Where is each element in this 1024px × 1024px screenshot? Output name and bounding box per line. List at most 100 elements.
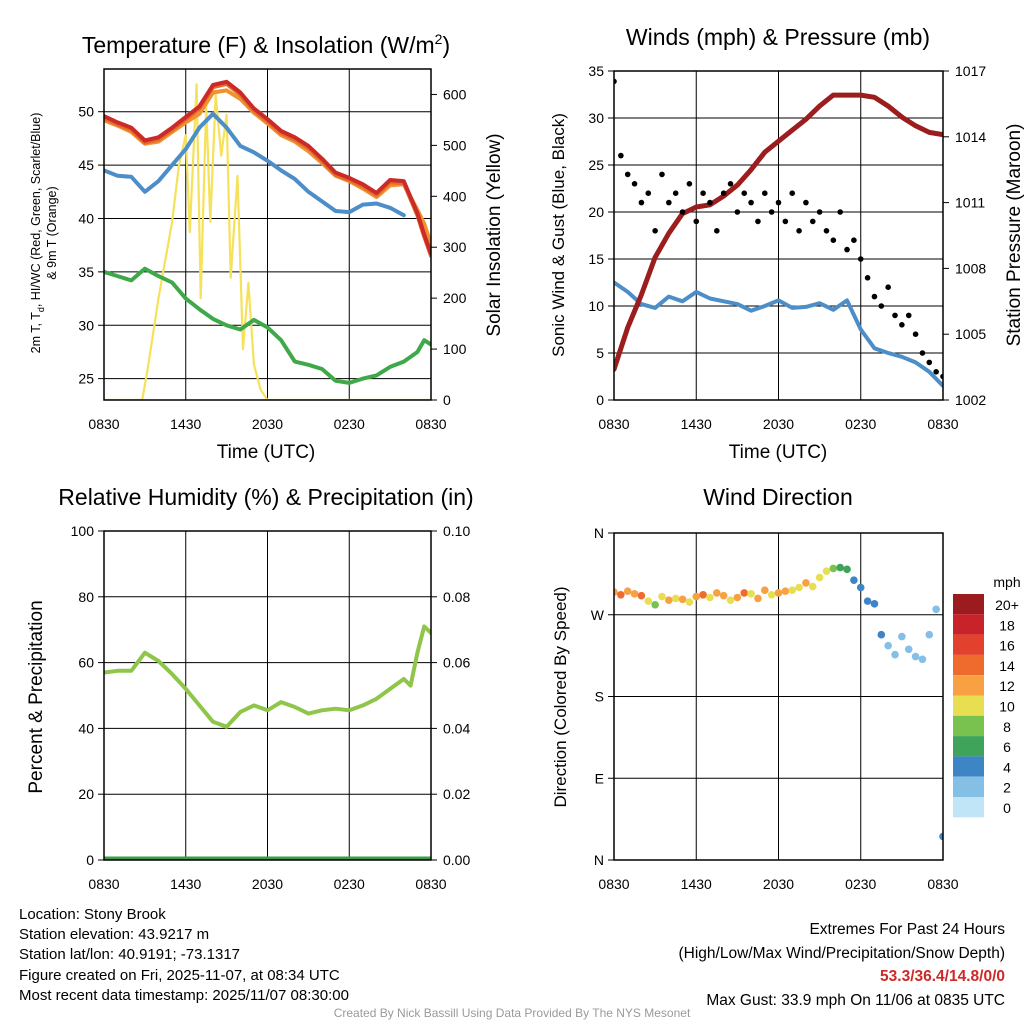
y2-tick-label: 300	[443, 239, 467, 255]
gust-point	[618, 152, 624, 159]
y-tick-label: N	[594, 852, 604, 868]
colorbar-title: mph	[993, 574, 1020, 590]
gust-point	[707, 199, 713, 206]
elevation-text: Station elevation: 43.9217 m	[19, 926, 210, 944]
x-tick-label: 0830	[598, 416, 629, 432]
direction-title: Wind Direction	[703, 484, 853, 510]
direction-point	[815, 573, 824, 582]
y2-tick-label: 1017	[955, 63, 986, 79]
colorbar-label: 0	[1003, 800, 1011, 816]
extremes-info: Extremes For Past 24 Hours (High/Low/Max…	[679, 918, 1006, 1012]
direction-point	[918, 655, 927, 664]
temperature-ylabel-left: 2m T, Td, HI/WC (Red, Green, Scarlet/Blu…	[29, 113, 59, 354]
humidity-plot-area: 0830 1430 2030 0230 0830 0 20 40 60 80 100 0.00 0.02…	[71, 523, 471, 892]
extremes-title: Extremes For Past 24 Hours	[809, 921, 1005, 938]
colorbar-label: 18	[999, 617, 1015, 633]
direction-point	[877, 630, 886, 639]
gust-point	[638, 199, 645, 206]
gust-point	[720, 190, 727, 196]
y-tick-label: 20	[588, 204, 604, 220]
gust-point	[919, 350, 926, 356]
x-tick-label: 2030	[252, 876, 283, 892]
y-tick-label: 30	[78, 317, 94, 333]
temperature-ylabel-right: Solar Insolation (Yellow)	[484, 133, 505, 336]
gust-point	[892, 312, 898, 319]
gust-point	[741, 190, 748, 196]
colorbar-swatch	[953, 675, 984, 696]
x-tick-label: 0830	[415, 416, 446, 432]
plot-content	[104, 624, 431, 860]
direction-point	[795, 583, 803, 592]
x-tick-label: 0830	[598, 876, 629, 892]
svg-text:2m T, Td, HI/WC (Red, Green, S: 2m T, Td, HI/WC (Red, Green, Scarlet/Blu…	[29, 113, 46, 354]
humidity-panel: Relative Humidity (%) & Precipitation (i…	[26, 484, 474, 892]
y-tick-label: 0	[596, 392, 604, 408]
y2-tick-label: 0	[443, 392, 451, 408]
x-tick-label: 0830	[88, 876, 119, 892]
recent-text: Most recent data timestamp: 2025/11/07 0…	[19, 986, 349, 1004]
svg-text:& 9m T (Orange): & 9m T (Orange)	[45, 186, 59, 279]
x-tick-label: 0830	[88, 416, 119, 432]
direction-point	[699, 590, 707, 599]
gust-point	[775, 199, 782, 206]
direction-point	[623, 587, 632, 595]
direction-point	[788, 586, 797, 595]
speed-colorbar: 20+ 18 16 14 12 10 8 6 4 2 0	[953, 594, 1019, 818]
y2-tick-label: 600	[443, 86, 467, 102]
y-tick-label: S	[595, 689, 604, 705]
x-tick-label: 0230	[845, 876, 876, 892]
direction-point	[754, 594, 762, 603]
gust-point	[844, 246, 850, 253]
extremes-desc: (High/Low/Max Wind/Precipitation/Snow De…	[678, 944, 1006, 962]
gust-point	[823, 228, 830, 234]
created-text: Figure created on Fri, 2025-11-07, at 08…	[19, 966, 340, 984]
y2-tick-label: 200	[443, 290, 467, 306]
direction-point	[802, 579, 810, 587]
direction-point	[630, 590, 639, 598]
gust-point	[755, 218, 761, 225]
colorbar-label: 20+	[995, 597, 1019, 613]
gust-point	[700, 190, 706, 196]
gust-point	[885, 284, 891, 291]
direction-point	[658, 592, 666, 601]
max-gust-text: Max Gust: 33.9 mph On 11/06 at 0835 UTC	[706, 991, 1005, 1009]
y2-tick-label: 400	[443, 188, 467, 204]
gust-point	[672, 190, 679, 196]
x-tick-label: 1430	[681, 416, 712, 432]
gust-point	[782, 218, 789, 225]
direction-point	[822, 567, 831, 575]
winds-panel: Winds (mph) & Pressure (mb) 0830 1430 2030…	[549, 24, 1024, 463]
colorbar-label: 10	[999, 699, 1015, 715]
direction-point	[671, 594, 680, 603]
y-tick-label: E	[595, 770, 604, 786]
colorbar-swatch	[953, 594, 984, 615]
plot-content	[104, 79, 431, 400]
gust-point	[686, 181, 693, 187]
y-tick-label: 40	[78, 720, 94, 736]
y-tick-label: 5	[596, 345, 604, 361]
temperature-xlabel: Time (UTC)	[217, 442, 316, 463]
direction-ylabel-left: Direction (Colored By Speed)	[551, 586, 570, 807]
colorbar-swatch	[953, 634, 984, 655]
colorbar-swatch	[953, 736, 984, 757]
y-tick-label: 10	[588, 298, 604, 314]
location-text: Location: Stony Brook	[19, 906, 166, 923]
colorbar-swatch	[953, 797, 984, 818]
y-tick-label: 60	[78, 655, 94, 671]
gust-point	[871, 293, 878, 300]
latlon-text: Station lat/lon: 40.9191; -73.1317	[19, 946, 241, 964]
gust-point	[857, 256, 864, 262]
gust-point	[652, 228, 658, 234]
y2-tick-label: 0.08	[443, 589, 470, 605]
winds-ylabel-left: Sonic Wind & Gust (Blue, Black)	[549, 113, 568, 357]
colorbar-label: 12	[999, 678, 1015, 694]
colorbar-swatch	[953, 654, 984, 676]
winds-xlabel: Time (UTC)	[729, 442, 828, 463]
x-tick-label: 2030	[763, 416, 794, 432]
gust-point	[851, 237, 857, 243]
direction-point	[713, 589, 721, 597]
temperature-title: Temperature (F) & Insolation (W/m2)	[82, 31, 450, 58]
gust-point	[789, 190, 796, 196]
x-tick-label: 0830	[927, 416, 958, 432]
y-tick-label: 100	[71, 523, 95, 539]
